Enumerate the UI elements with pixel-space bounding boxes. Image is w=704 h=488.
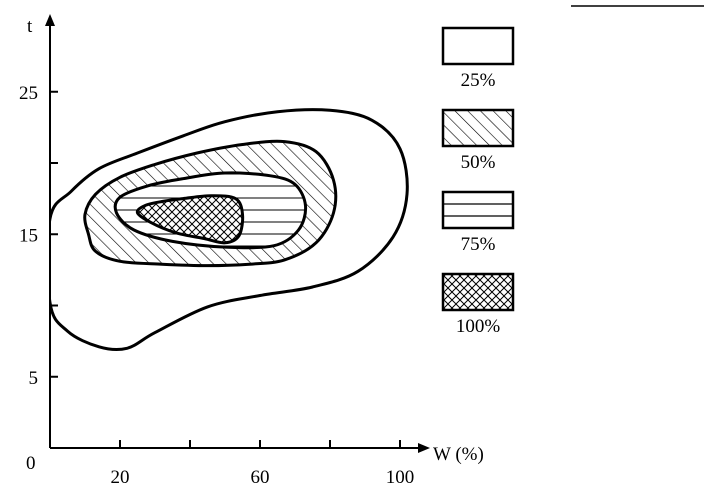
- axes: 5 15 25 20 60 100: [19, 14, 430, 488]
- legend-label: 100%: [456, 316, 501, 337]
- x-axis-label: W (%): [433, 444, 484, 465]
- x-tick-label: 100: [386, 467, 415, 488]
- contour-100pct: [135, 194, 245, 245]
- legend-label: 50%: [461, 152, 496, 173]
- y-tick-label: 25: [19, 83, 38, 104]
- legend-item: 50%: [441, 108, 515, 173]
- legend-label: 25%: [461, 70, 496, 91]
- legend-item: 100%: [441, 272, 515, 337]
- legend-swatch: [441, 272, 515, 312]
- y-tick-label: 5: [29, 368, 39, 389]
- contour-regions: [50, 108, 409, 352]
- x-tick-label: 60: [251, 467, 270, 488]
- x-axis-arrow: [418, 443, 430, 453]
- x-ticks: 20 60 100: [111, 440, 415, 488]
- origin-label: 0: [26, 453, 36, 474]
- legend: 25% 50% 75% 100%: [441, 26, 515, 337]
- x-tick-label: 20: [111, 467, 130, 488]
- legend-item: 25%: [441, 26, 515, 91]
- y-tick-label: 15: [19, 225, 38, 246]
- y-axis-label: t: [27, 16, 33, 37]
- legend-item: 75%: [441, 190, 515, 255]
- legend-label: 75%: [461, 234, 496, 255]
- legend-swatch: [441, 190, 515, 230]
- legend-swatch: [441, 26, 515, 66]
- y-ticks: 5 15 25: [19, 83, 58, 389]
- y-axis-arrow: [45, 14, 55, 26]
- legend-swatch: [441, 108, 515, 148]
